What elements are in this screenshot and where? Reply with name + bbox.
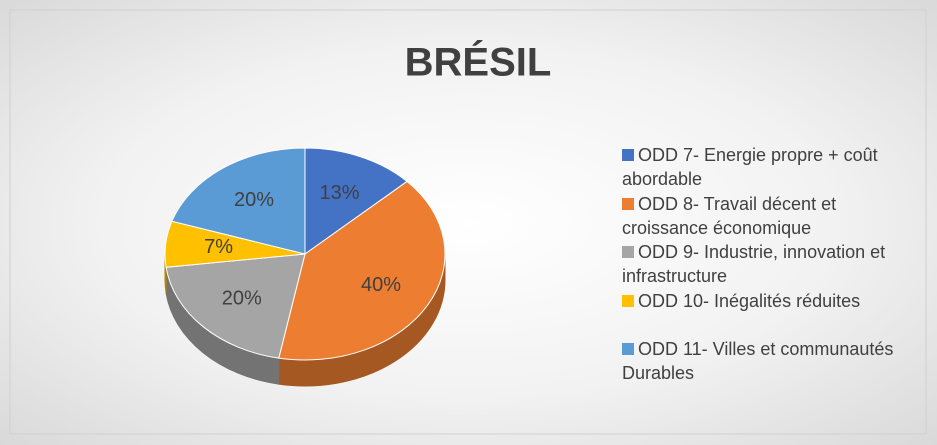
legend-entry: ODD 11- Villes et communautés Durables <box>622 337 927 386</box>
legend-entry: ODD 10- Inégalités réduites <box>622 289 927 313</box>
legend-label: ODD 10- Inégalités réduites <box>638 291 861 311</box>
legend-label: ODD 7- Energie propre + coût abordable <box>622 145 878 190</box>
legend-entry: ODD 7- Energie propre + coût abordable <box>622 143 927 192</box>
legend-entry: ODD 8- Travail décent et croissance écon… <box>622 192 927 241</box>
legend-swatch <box>622 198 634 210</box>
frame <box>9 9 927 435</box>
slice <box>304 147 408 255</box>
legend-swatch <box>622 343 634 355</box>
legend-label: ODD 9- Industrie, innovation et infrastr… <box>622 242 886 287</box>
legend-entry: ODD 9- Industrie, innovation et infrastr… <box>622 240 927 289</box>
chart-title: BRÉSIL <box>405 40 552 85</box>
data-label: 13% <box>319 182 359 204</box>
data-label: 20% <box>234 189 274 211</box>
data-label: 7% <box>204 236 233 258</box>
legend-swatch <box>622 246 634 258</box>
legend-label: ODD 8- Travail décent et croissance écon… <box>622 194 837 239</box>
legend-swatch <box>622 149 634 161</box>
legend-label: ODD 11- Villes et communautés Durables <box>622 339 894 384</box>
data-label: 20% <box>222 287 262 309</box>
data-label: 40% <box>361 274 401 296</box>
slice <box>165 253 306 359</box>
legend-swatch <box>622 295 634 307</box>
slice <box>171 147 306 255</box>
slice <box>278 180 446 361</box>
